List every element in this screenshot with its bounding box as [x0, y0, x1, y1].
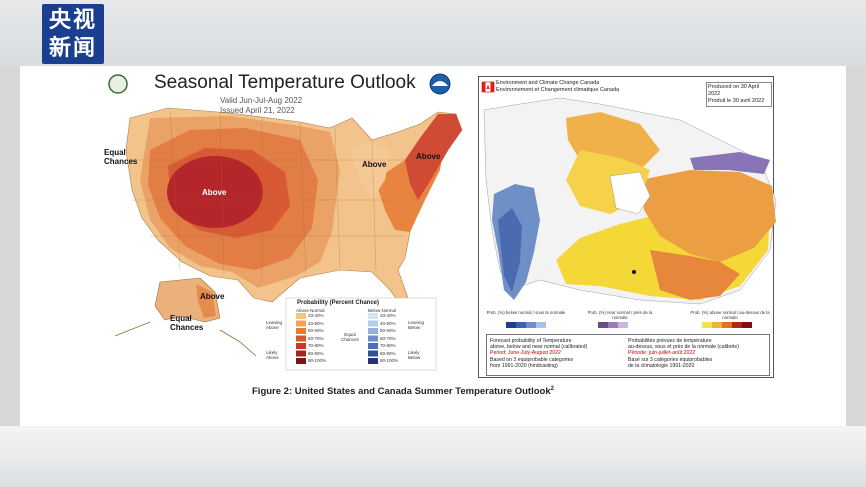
canada-produced-date: Produced on 30 April 2022 Produit le 30 … [706, 82, 772, 107]
canada-scale-below-label: Prob. (%) below normal / sous la normale [486, 310, 566, 315]
us-above-zone-core [167, 156, 263, 228]
legend-leaning-below: Leaning Below [408, 320, 425, 330]
legend-above-swatch [296, 328, 306, 334]
label-above-alaska: Above [200, 292, 225, 301]
legend-likely-below: Likely Below [408, 350, 421, 360]
label-equal-chances-alaska: Equal Chances [170, 314, 204, 332]
canada-agency: Environment and Climate Change Canada En… [496, 80, 620, 93]
legend-below-swatch [368, 350, 378, 357]
legend-above-swatch [296, 335, 306, 342]
canada-scale-above-label: Prob. (%) above normal / au-dessus de la… [690, 310, 770, 320]
canada-west-below-dark [498, 208, 522, 292]
label-above-east: Above [362, 160, 387, 169]
legend-equal: Equal Chances [341, 332, 359, 342]
canada-info-french: Probabilités prévues de température au-d… [628, 338, 740, 369]
legend-above-range: 40-50% [308, 320, 324, 326]
legend-above-header: Above Normal [296, 308, 325, 313]
alaska-above-zone [196, 284, 216, 318]
label-equal-chances-west: Equal Chances [104, 148, 138, 166]
us-northeast-above-zone [405, 114, 462, 200]
figure-caption: Figure 2: United States and Canada Summe… [252, 386, 554, 398]
canada-scale-above [702, 322, 752, 328]
canada-scale-near [598, 322, 628, 328]
us-map-dates: Valid Jun-Jul-Aug 2022 Issued April 21, … [220, 96, 303, 115]
aleutian-islands [114, 321, 257, 357]
legend-below-range: 40-50% [380, 320, 396, 326]
legend-below-range: 50-60% [380, 328, 396, 333]
legend-below-range: 60-70% [380, 335, 396, 341]
legend-above-range: 90-100% [308, 358, 327, 363]
canada-hudson-bay [609, 171, 651, 215]
legend-leaning-above: Leaning Above [266, 320, 283, 330]
legend-below-swatch [368, 343, 378, 349]
legend-above-swatch [296, 320, 306, 327]
legend-above-range: 50-60% [308, 328, 324, 333]
top-background [0, 0, 866, 66]
legend-above-swatch [296, 358, 306, 364]
legend-above-range: 70-80% [308, 343, 324, 348]
canada-purple-strip [690, 152, 770, 174]
usda-seal-icon [108, 74, 128, 94]
legend-above-swatch [296, 350, 306, 357]
canada-east-above-orange [640, 170, 776, 262]
legend-below-swatch [368, 320, 378, 327]
canada-info-box [486, 334, 770, 376]
legend-below-swatch [368, 358, 378, 364]
legend-above-range: 80-90% [308, 350, 324, 356]
legend-below-header: Below Normal [368, 308, 397, 313]
legend-below-range: 90-100% [380, 358, 399, 363]
legend-above-swatch [296, 313, 306, 319]
canada-info-english: Forecast probability of Temperature abov… [490, 338, 588, 369]
legend-below-swatch [368, 335, 378, 342]
broadcaster-logo: 央视 新闻 [42, 4, 104, 64]
label-above-northeast: Above [416, 152, 441, 161]
legend-below-swatch [368, 328, 378, 334]
legend-above-range: 60-70% [308, 335, 324, 341]
legend-title: Probability (Percent Chance) [297, 300, 380, 306]
legend-below-range: 70-80% [380, 343, 396, 348]
us-map-title: Seasonal Temperature Outlook [154, 72, 416, 93]
legend-below-swatch [368, 313, 378, 319]
bottom-background [0, 426, 866, 487]
us-east-coast-light [350, 142, 390, 200]
canada-scale-below [506, 322, 546, 328]
us-state-lines [130, 109, 440, 282]
us-legend [285, 297, 437, 371]
label-above-center: Above [202, 188, 227, 197]
legend-above-range: 33-40% [308, 313, 324, 318]
canada-southeast-orange [650, 250, 740, 300]
legend-below-range: 33-40% [380, 313, 396, 318]
legend-below-range: 80-90% [380, 350, 396, 356]
canada-scale-near-label: Prob. (%) near normal / près de la norma… [587, 310, 653, 320]
legend-likely-above: Likely Above [266, 350, 279, 360]
legend-above-swatch [296, 343, 306, 349]
